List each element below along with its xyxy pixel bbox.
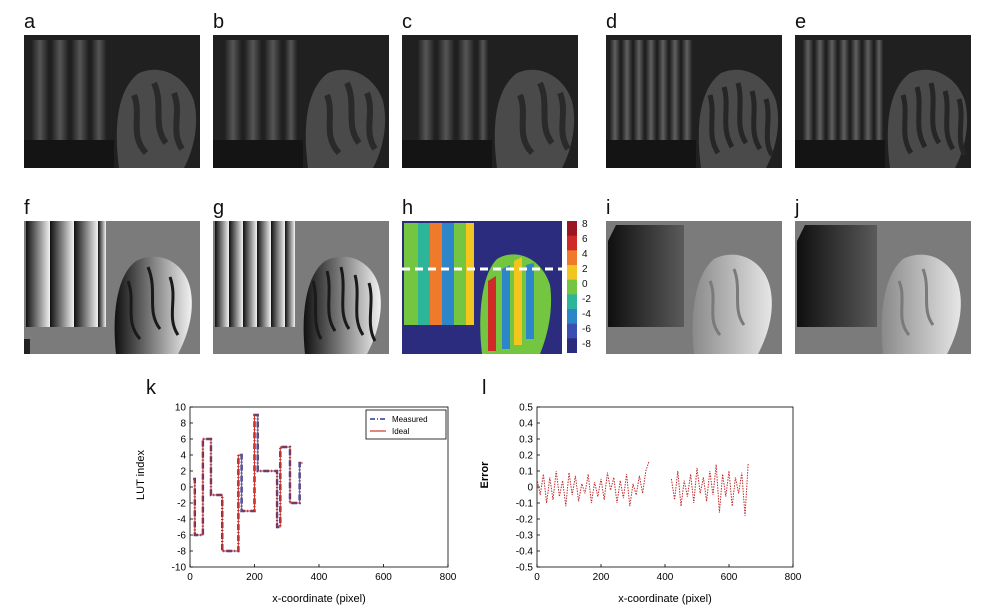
y-tick-label: -2 [177,499,186,510]
panel-label-h: h [402,197,414,219]
panel-label-f: f [24,197,30,219]
series-line [670,462,749,516]
colorbar-tick: 8 [582,219,588,230]
colorbar-segment [567,323,577,339]
colorbar-segment [567,250,577,266]
panel-label-i: i [606,197,611,219]
y-tick-label: 8 [180,419,186,430]
y-tick-label: 0.2 [519,451,533,462]
colorbar [567,221,577,354]
y-tick-label: -0.2 [516,515,534,526]
absolute-phase-image-j [795,221,971,354]
y-tick-label: -10 [172,563,187,574]
panel-label-a: a [24,11,36,33]
colorbar-segment [567,309,577,325]
y-tick-label: 10 [175,403,187,414]
x-tick-label: 600 [375,572,392,583]
panel-label-l: l [482,377,487,399]
x-tick-label: 200 [593,572,610,583]
fringe-image-d [606,35,782,168]
y-tick-label: 4 [180,451,186,462]
y-tick-label: -4 [177,515,186,526]
panel-label-g: g [213,197,225,219]
colorbar-tick: 0 [582,279,588,290]
plot-frame [536,406,794,568]
legend-ideal: Ideal [392,427,410,436]
k-xlabel: x-coordinate (pixel) [272,593,366,605]
y-tick-label: 0.4 [519,419,533,430]
y-tick-label: -8 [177,547,186,558]
series-line [193,414,303,552]
panel-label-k: k [146,377,156,399]
x-tick-label: 800 [785,572,802,583]
l-xlabel: x-coordinate (pixel) [618,593,712,605]
colorbar-segment [567,235,577,251]
wrapped-phase-image-g [213,221,389,354]
colorbar-segment [567,279,577,295]
x-tick-label: 800 [440,572,457,583]
y-tick-label: 0.1 [519,467,533,478]
chart-l-error: 0 200 400 600 800 0.5 0.4 0.3 0.2 0.1 0 -0.1 -0.2 -0.… [479,403,802,606]
series-line [193,413,303,553]
legend-measured: Measured [392,415,428,424]
panel-label-b: b [213,11,225,33]
y-tick-label: 6 [180,435,186,446]
colorbar-tick: 2 [582,264,588,275]
y-tick-label: 0 [527,483,533,494]
y-tick-label: 0.5 [519,403,533,414]
wrapped-phase-image-f [24,221,200,354]
chart-k-lut-index: 0 200 400 600 800 10 8 6 4 2 0 -2 -4 -6 -8 -10 LUT inde… [135,403,457,606]
fringe-image-b [213,35,389,168]
y-tick-label: 0.3 [519,435,533,446]
panel-label-d: d [606,11,618,33]
colorbar-tick: 6 [582,234,588,245]
fringe-image-c [402,35,578,168]
colorbar-segment [567,338,577,354]
l-ylabel: Error [479,461,491,489]
x-tick-label: 0 [187,572,193,583]
colorbar-tick: -8 [582,339,591,350]
colorbar-tick: -6 [582,324,591,335]
y-tick-label: 2 [180,467,186,478]
colorbar-ticks: 8 6 4 2 0 -2 -4 -6 -8 [582,219,604,353]
y-tick-label: -0.3 [516,531,534,542]
k-legend: Measured Ideal [365,409,447,440]
k-ylabel: LUT index [135,450,147,500]
fringe-image-a [24,35,200,168]
colorbar-tick: -2 [582,294,591,305]
x-tick-label: 0 [534,572,540,583]
panel-label-c: c [402,11,412,33]
colorbar-segment [567,265,577,281]
y-tick-label: -0.5 [516,563,534,574]
x-tick-label: 200 [246,572,263,583]
y-tick-label: 0 [180,483,186,494]
panel-label-e: e [795,11,807,33]
series-line [536,461,650,507]
colorbar-tick: -4 [582,309,591,320]
fringe-image-e [795,35,971,168]
colorbar-tick: 4 [582,249,588,260]
y-tick-label: -6 [177,531,186,542]
x-tick-label: 600 [721,572,738,583]
colorbar-segment [567,221,577,237]
x-tick-label: 400 [657,572,674,583]
y-tick-label: -0.1 [516,499,534,510]
x-tick-label: 400 [311,572,328,583]
absolute-phase-image-i [606,221,782,354]
panel-label-j: j [795,197,800,219]
lut-index-map-h [402,221,562,354]
colorbar-segment [567,294,577,310]
y-tick-label: -0.4 [516,547,534,558]
